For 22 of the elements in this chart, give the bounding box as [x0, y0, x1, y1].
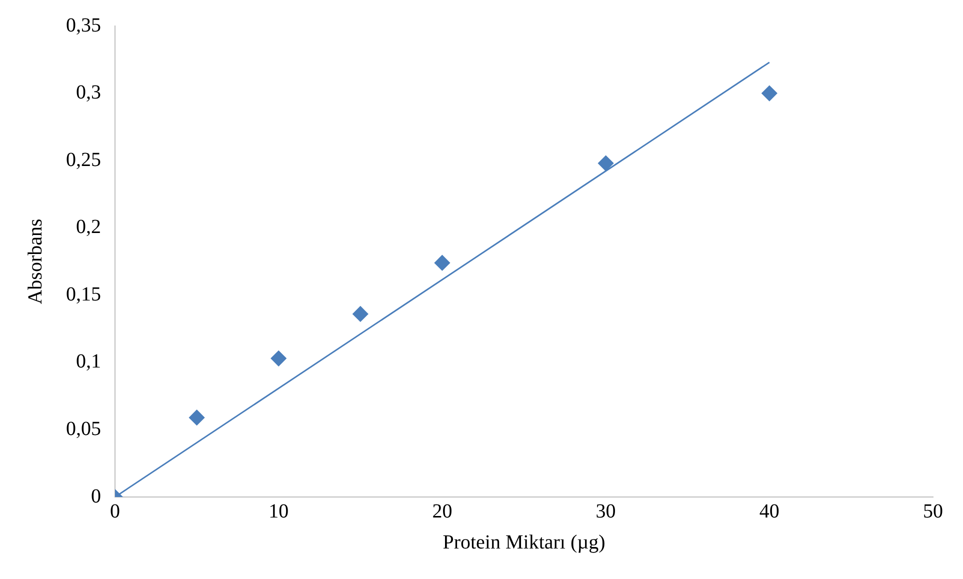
x-tick-label: 30: [596, 500, 616, 522]
y-tick-label: 0,3: [76, 82, 101, 104]
y-tick-label: 0,25: [66, 148, 101, 171]
x-tick-label: 0: [110, 500, 120, 522]
point: [434, 255, 450, 271]
y-tick-label: 0,2: [76, 216, 101, 238]
y-tick-label: 0: [91, 485, 101, 508]
y-axis-title: Absorbans: [24, 218, 46, 304]
y-tick-label: 0,15: [66, 283, 101, 306]
point: [598, 156, 614, 172]
point: [762, 86, 778, 102]
point: [270, 350, 286, 366]
y-tick-label: 0,1: [76, 350, 101, 373]
x-tick-label: 10: [268, 500, 289, 522]
point: [352, 306, 368, 322]
y-tick-label: 0,35: [66, 14, 101, 36]
x-axis-title: Protein Miktarı (µg): [442, 531, 606, 554]
y-tick-label: 0,05: [66, 418, 101, 440]
x-tick-label: 40: [759, 500, 780, 522]
x-tick-label: 20: [432, 500, 452, 522]
point: [189, 410, 205, 426]
x-tick-label: 50: [923, 500, 943, 522]
